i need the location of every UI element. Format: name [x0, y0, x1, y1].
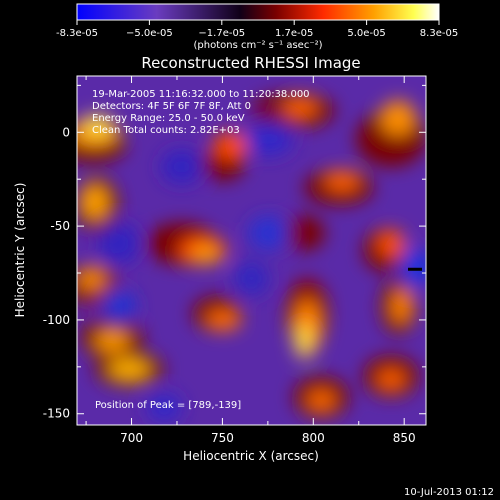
annotation-line: Detectors: 4F 5F 6F 7F 8F, Att 0	[92, 101, 251, 112]
annotation-line: 19-Mar-2005 11:16:32.000 to 11:20:38.000	[92, 89, 310, 100]
colorbar-tick-label: -8.3e-05	[56, 28, 98, 39]
x-tick-label: 850	[393, 431, 416, 445]
y-tick-label: -50	[50, 219, 70, 233]
annotation-line: Energy Range: 25.0 - 50.0 keV	[92, 113, 245, 124]
y-tick-label: -150	[43, 407, 70, 421]
colorbar-tick-label: 5.0e-05	[347, 28, 385, 39]
plot-frame	[76, 75, 427, 426]
colorbar-tick-label: 8.3e-05	[420, 28, 458, 39]
x-axis-label: Heliocentric X (arcsec)	[183, 449, 319, 463]
y-tick-label: 0	[62, 125, 70, 139]
y-tick-label: -100	[43, 313, 70, 327]
footer-timestamp: 10-Jul-2013 01:12	[404, 487, 494, 498]
annotation-line: Clean Total counts: 2.82E+03	[92, 125, 240, 136]
colorbar-ticks: -8.3e-05 −5.0e-05 −1.7e-05 1.7e-05 5.0e-05 8.…	[56, 20, 458, 39]
peak-position-label: Position of Peak = [789,-139]	[95, 400, 241, 411]
annotation-block: 19-Mar-2005 11:16:32.000 to 11:20:38.000…	[92, 89, 310, 136]
x-tick-label: 750	[211, 431, 234, 445]
chart-title: Reconstructed RHESSI Image	[141, 54, 360, 72]
colorbar-tick-label: −1.7e-05	[198, 28, 245, 39]
colorbar-tick-label: −5.0e-05	[126, 28, 173, 39]
axis-ticks: 700 750 800 850 -150 -100 -50 0	[43, 76, 426, 445]
x-tick-label: 700	[120, 431, 143, 445]
y-axis-label: Heliocentric Y (arcsec)	[13, 183, 27, 318]
colorbar-unit-label: (photons cm⁻² s⁻¹ asec⁻²)	[193, 40, 322, 51]
colorbar	[76, 3, 440, 21]
heatmap-image	[77, 76, 426, 425]
colorbar-tick-label: 1.7e-05	[275, 28, 313, 39]
x-tick-label: 800	[302, 431, 325, 445]
